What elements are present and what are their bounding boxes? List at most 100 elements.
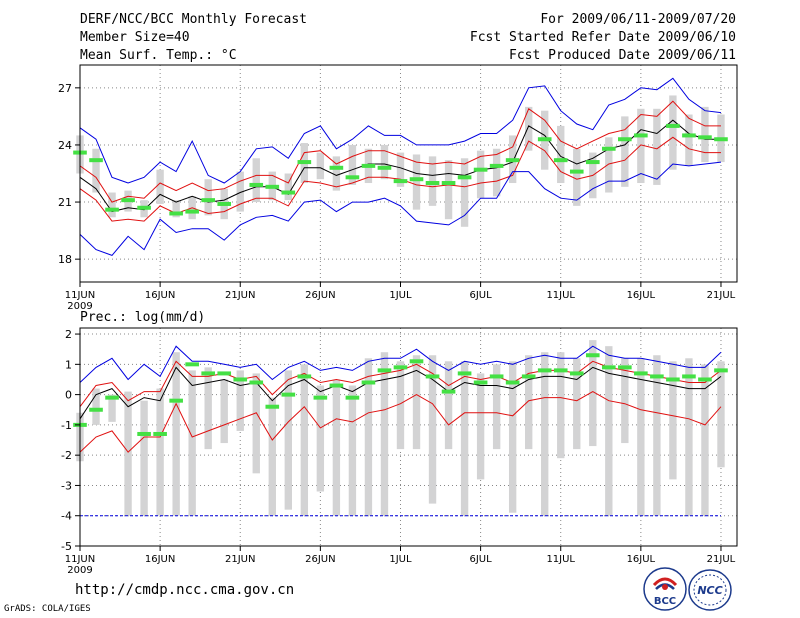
median-marker bbox=[537, 368, 552, 373]
median-marker bbox=[569, 371, 584, 376]
median-marker bbox=[169, 398, 183, 403]
x-tick-label: 11JUL bbox=[546, 290, 575, 301]
y-tick-label: 2 bbox=[65, 328, 72, 341]
median-marker bbox=[377, 165, 392, 170]
ensemble-box bbox=[492, 364, 501, 450]
x-tick-sublabel: 2009 bbox=[67, 565, 92, 576]
series-ensemble-max bbox=[79, 77, 722, 184]
forecast-produced-date: Fcst Produced Date 2009/06/11 bbox=[509, 48, 736, 63]
source-url[interactable]: http://cmdp.ncc.cma.gov.cn bbox=[75, 582, 295, 598]
series-mean bbox=[79, 366, 722, 420]
ncc-logo-text: NCC bbox=[697, 584, 722, 597]
x-tick-label: 21JUL bbox=[707, 290, 736, 301]
median-marker bbox=[618, 365, 632, 370]
y-tick-label: 18 bbox=[58, 253, 72, 266]
median-marker bbox=[650, 374, 664, 379]
median-marker bbox=[201, 198, 216, 203]
median-marker bbox=[89, 407, 103, 412]
ensemble-box bbox=[220, 379, 228, 444]
x-tick-label: 1JUL bbox=[389, 290, 412, 301]
ensemble-box bbox=[268, 397, 276, 516]
median-marker bbox=[393, 365, 408, 370]
ncc-logo: NCC bbox=[688, 569, 732, 615]
x-tick-label: 6JUL bbox=[470, 290, 493, 301]
y-tick-label: -3 bbox=[61, 479, 72, 492]
ensemble-box bbox=[412, 355, 421, 450]
ensemble-box bbox=[508, 361, 517, 513]
median-marker bbox=[249, 380, 264, 385]
ensemble-box bbox=[348, 144, 357, 185]
ensemble-box bbox=[444, 361, 453, 450]
median-marker bbox=[601, 146, 616, 151]
ensemble-box bbox=[476, 150, 485, 199]
y-tick-label: 0 bbox=[65, 389, 72, 402]
median-marker bbox=[489, 374, 504, 379]
ensemble-box bbox=[156, 169, 164, 204]
ensemble-box bbox=[653, 355, 661, 516]
median-marker bbox=[618, 137, 632, 142]
ensemble-box bbox=[573, 148, 581, 206]
plot-frame bbox=[79, 64, 738, 283]
ensemble-box bbox=[428, 355, 437, 504]
forecast-period: For 2009/06/11-2009/07/20 bbox=[540, 12, 736, 27]
bcc-logo-text: BCC bbox=[654, 596, 676, 607]
median-marker bbox=[682, 374, 696, 379]
ensemble-box bbox=[236, 171, 244, 212]
ensemble-box bbox=[364, 358, 373, 516]
x-tick-sublabel: 2009 bbox=[67, 301, 92, 312]
ensemble-box bbox=[380, 352, 389, 516]
y-tick-label: -2 bbox=[61, 449, 72, 462]
median-marker bbox=[537, 137, 552, 142]
median-marker bbox=[601, 365, 616, 370]
y-tick-label: -4 bbox=[61, 510, 72, 523]
member-size: Member Size=40 bbox=[80, 30, 190, 45]
ensemble-box bbox=[252, 373, 260, 474]
ensemble-box bbox=[316, 385, 325, 492]
y-tick-label: 27 bbox=[58, 82, 72, 95]
ensemble-box bbox=[252, 158, 260, 203]
x-tick-label: 11JUN bbox=[65, 554, 95, 565]
series-mean-plus-sigma bbox=[79, 100, 721, 203]
median-marker bbox=[425, 181, 440, 186]
median-marker bbox=[281, 392, 296, 397]
ensemble-box bbox=[685, 358, 693, 516]
ensemble-box bbox=[460, 361, 469, 516]
median-marker bbox=[345, 395, 360, 400]
ensemble-box bbox=[284, 173, 293, 201]
x-tick-label: 21JUL bbox=[707, 554, 736, 565]
x-tick-label: 21JUN bbox=[225, 554, 255, 565]
ensemble-box bbox=[92, 388, 100, 425]
median-marker bbox=[553, 158, 568, 163]
ensemble-box bbox=[412, 154, 421, 210]
ensemble-box bbox=[172, 200, 180, 218]
ensemble-box bbox=[236, 370, 244, 431]
median-marker bbox=[425, 374, 440, 379]
y-tick-label: 21 bbox=[58, 196, 72, 209]
ensemble-box bbox=[444, 160, 453, 220]
y-tick-label: -5 bbox=[61, 540, 72, 553]
series-ensemble-max bbox=[79, 345, 722, 383]
x-tick-label: 11JUN bbox=[65, 290, 95, 301]
median-marker bbox=[345, 175, 360, 180]
x-tick-label: 16JUN bbox=[145, 554, 175, 565]
median-marker bbox=[698, 135, 712, 140]
ensemble-box bbox=[717, 361, 725, 468]
y-tick-label: -1 bbox=[61, 419, 72, 432]
median-marker bbox=[233, 377, 248, 382]
median-marker bbox=[585, 353, 600, 358]
ensemble-box bbox=[605, 137, 613, 193]
ensemble-box bbox=[621, 116, 629, 187]
median-marker bbox=[297, 374, 312, 379]
ensemble-box bbox=[637, 108, 645, 184]
median-marker bbox=[714, 368, 728, 373]
median-marker bbox=[329, 383, 344, 388]
ensemble-box bbox=[396, 152, 405, 187]
ensemble-box bbox=[669, 361, 677, 480]
ensemble-box bbox=[589, 340, 597, 447]
series-mean-minus-sigma bbox=[79, 391, 722, 453]
ensemble-box bbox=[557, 125, 565, 184]
median-marker bbox=[281, 190, 296, 195]
median-marker bbox=[297, 160, 312, 165]
median-marker bbox=[489, 163, 504, 168]
